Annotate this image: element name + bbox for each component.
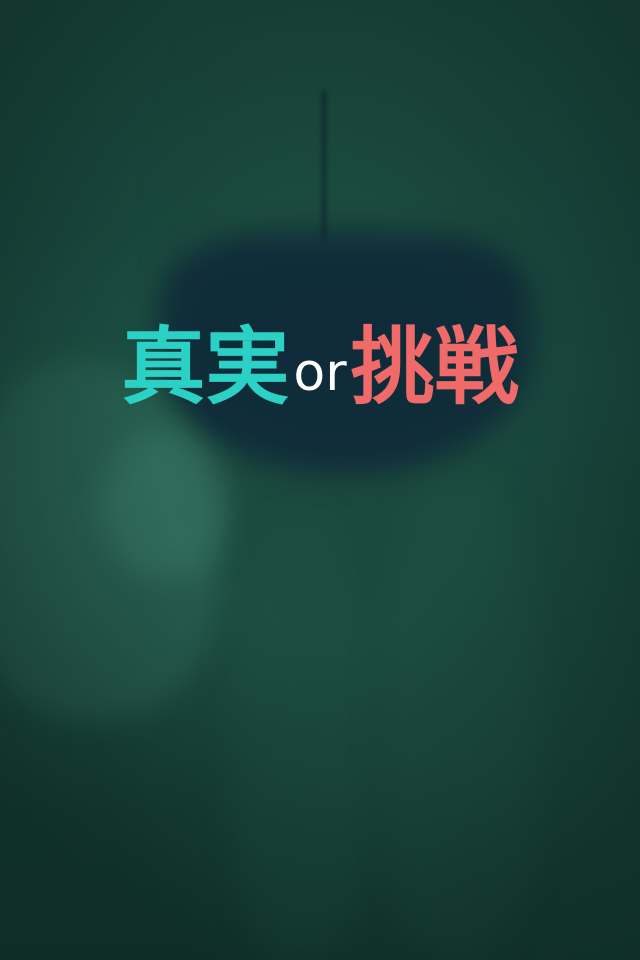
title-truth: 真実	[121, 318, 290, 416]
title-dare: 挑戦	[350, 318, 519, 416]
app-title: 真実or挑戦	[0, 325, 640, 409]
background-photo-leg-left	[230, 520, 370, 960]
background-photo-leg-right	[380, 480, 540, 960]
title-or: or	[293, 343, 347, 403]
background-photo-garment	[160, 235, 530, 475]
background-photo-string	[322, 90, 326, 240]
background-photo-hand	[100, 430, 230, 580]
